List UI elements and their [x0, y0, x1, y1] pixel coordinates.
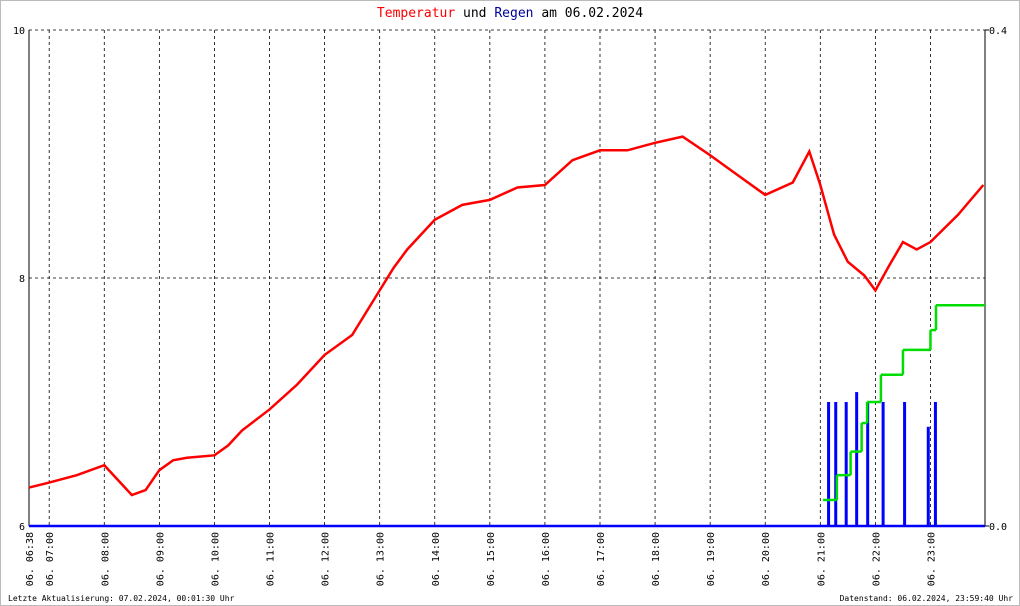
x-tick-label: 06. 15:00 [486, 532, 497, 586]
x-tick-label: 06. 23:00 [926, 532, 937, 586]
x-tick-label: 06. 16:00 [541, 532, 552, 586]
x-tick-label: 06. 18:00 [651, 532, 662, 586]
y-tick-label: 8 [19, 274, 25, 285]
x-tick-label: 06. 09:00 [155, 532, 166, 586]
rain-bar [926, 426, 930, 526]
x-tick-label: 06. 19:00 [706, 532, 717, 586]
x-tick-label: 06. 12:00 [321, 532, 332, 586]
y-tick-label: 6 [19, 522, 25, 533]
x-tick-label: 06. 07:00 [45, 532, 56, 586]
x-tick-label: 06. 08:00 [100, 532, 111, 586]
rain-bar [881, 402, 885, 526]
rain-bar [933, 402, 937, 526]
title-rain: Regen [494, 6, 533, 21]
chart-title: Temperatur und Regen am 06.02.2024 [377, 6, 643, 21]
x-tick-label: 06. 06:38 [25, 532, 36, 586]
rain-bar [834, 402, 838, 526]
footer-left: Letzte Aktualisierung: 07.02.2024, 00:01… [8, 594, 235, 603]
title-word: am 06.02.2024 [541, 6, 643, 21]
y2-tick-label: 0.0 [989, 522, 1007, 533]
rain-bar [827, 402, 831, 526]
x-tick-label: 06. 11:00 [266, 532, 277, 586]
x-tick-label: 06. 20:00 [761, 532, 772, 586]
footer-right: Datenstand: 06.02.2024, 23:59:40 Uhr [840, 594, 1014, 603]
rain-bar [855, 392, 859, 526]
x-tick-label: 06. 13:00 [376, 532, 387, 586]
y-tick-label: 10 [13, 26, 25, 37]
x-tick-label: 06. 10:00 [210, 532, 221, 586]
title-word: und [463, 6, 486, 21]
x-tick-label: 06. 17:00 [596, 532, 607, 586]
rain-bar [866, 402, 870, 526]
title-temperature: Temperatur [377, 6, 455, 21]
y2-tick-label: 0.4 [989, 26, 1007, 37]
x-tick-label: 06. 21:00 [816, 532, 827, 586]
rain-bar [903, 402, 907, 526]
rain-bar [844, 402, 848, 526]
x-tick-label: 06. 14:00 [431, 532, 442, 586]
temperature-line [28, 135, 985, 497]
x-tick-label: 06. 22:00 [871, 532, 882, 586]
